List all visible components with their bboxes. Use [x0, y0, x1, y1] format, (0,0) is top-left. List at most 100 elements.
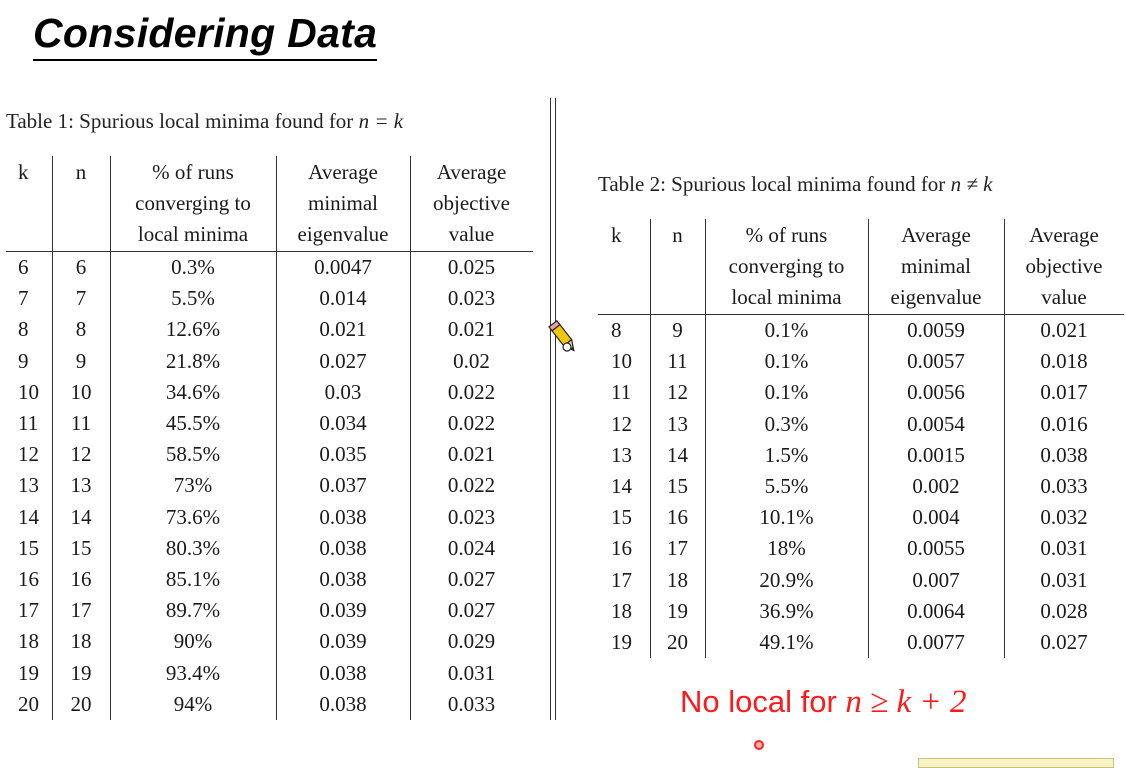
cell-eigenvalue: 0.038 [276, 501, 411, 533]
cell-n: 18 [52, 626, 111, 658]
header-line: value [1041, 285, 1087, 309]
cell-n: 18 [650, 564, 706, 596]
table-row: 20 20 94% 0.038 0.033 [6, 688, 533, 721]
cell-objective: 0.022 [447, 473, 496, 498]
slide-title: Considering Data [33, 10, 378, 61]
cell-eigenvalue: 0.039 [276, 626, 411, 658]
cell-k: 13 [598, 439, 651, 472]
table-row: 12 13 0.3% 0.0054 0.016 [598, 408, 1124, 440]
cell-k: 16 [6, 564, 53, 596]
cell-eigenvalue: 0.038 [276, 657, 411, 689]
cell-percent: 1.5% [705, 439, 869, 472]
table-row: 17 18 20.9% 0.007 0.031 [598, 564, 1124, 596]
cell-percent: 90% [110, 626, 277, 658]
header-k: k [598, 219, 651, 315]
cell-eigenvalue: 0.027 [276, 345, 411, 377]
cell-eigenvalue: 0.007 [868, 564, 1005, 596]
cell-percent: 73.6% [110, 501, 277, 533]
table-row: 16 16 85.1% 0.038 0.027 [6, 564, 533, 596]
cell-k: 10 [598, 346, 651, 378]
cell-objective: 0.031 [1040, 567, 1088, 592]
header-line: eigenvalue [890, 285, 982, 309]
cell-k: 15 [6, 532, 53, 565]
header-n: n [52, 156, 111, 252]
header-line: Average [436, 160, 507, 184]
table1-header-row: k n % of runs converging to local minima… [6, 156, 533, 252]
cell-objective: 0.024 [447, 535, 496, 560]
cell-percent: 21.8% [110, 345, 277, 377]
cell-eigenvalue: 0.034 [276, 408, 411, 440]
table-row: 19 20 49.1% 0.0077 0.027 [598, 627, 1124, 659]
cell-percent: 93.4% [110, 657, 277, 689]
header-percent-runs: % of runs converging to local minima [110, 156, 277, 252]
table2-caption-text: Table 2: Spurious local minima found for [598, 172, 946, 196]
cell-objective: 0.018 [1040, 349, 1088, 374]
cell-k: 18 [6, 626, 53, 658]
cell-k: 17 [598, 564, 651, 596]
cell-objective: 0.021 [447, 442, 496, 467]
cell-percent: 0.1% [705, 377, 869, 409]
cell-objective: 0.027 [1040, 630, 1088, 655]
cell-n: 13 [52, 470, 111, 502]
table1-caption: Table 1: Spurious local minima found for… [6, 109, 403, 134]
pencil-icon [548, 320, 575, 352]
cell-percent: 85.1% [110, 564, 277, 596]
header-line: % of runs [152, 160, 234, 184]
cell-eigenvalue: 0.037 [276, 470, 411, 502]
cell-percent: 12.6% [110, 314, 277, 346]
table1-caption-math: n = k [358, 109, 404, 133]
cell-percent: 49.1% [705, 627, 869, 659]
cell-n: 7 [52, 283, 111, 315]
table2-caption-math: n ≠ k [950, 172, 993, 196]
table-row: 9 9 21.8% 0.027 0.02 [6, 345, 533, 377]
cell-objective: 0.023 [447, 286, 496, 311]
cell-k: 12 [6, 439, 53, 471]
cell-percent: 0.1% [705, 346, 869, 378]
cell-objective: 0.033 [447, 691, 496, 716]
cell-percent: 94% [110, 688, 277, 721]
cell-percent: 5.5% [110, 283, 277, 315]
table-row: 15 16 10.1% 0.004 0.032 [598, 502, 1124, 534]
cell-percent: 18% [705, 533, 869, 565]
cell-objective: 0.025 [447, 255, 496, 279]
cell-eigenvalue: 0.0015 [868, 439, 1005, 472]
cell-percent: 80.3% [110, 532, 277, 565]
cell-n: 10 [52, 376, 111, 409]
header-line: Average [308, 160, 378, 184]
table1: k n % of runs converging to local minima… [6, 156, 533, 721]
cell-n: 14 [650, 439, 706, 472]
table2: k n % of runs converging to local minima… [598, 219, 1124, 659]
header-line: value [448, 222, 495, 246]
cell-k: 14 [6, 501, 53, 533]
cell-k: 10 [6, 376, 53, 409]
cell-n: 19 [650, 595, 706, 628]
cell-k: 9 [6, 345, 53, 377]
table-row: 17 17 89.7% 0.039 0.027 [6, 595, 533, 627]
cell-eigenvalue: 0.0047 [276, 251, 411, 284]
cell-k: 16 [598, 533, 651, 565]
cell-percent: 45.5% [110, 408, 277, 440]
header-line: Average [901, 223, 971, 247]
cell-eigenvalue: 0.0064 [868, 595, 1005, 628]
cell-objective: 0.016 [1040, 411, 1088, 436]
cell-k: 11 [6, 408, 53, 440]
cell-percent: 0.1% [705, 314, 869, 347]
header-n: n [650, 219, 706, 315]
cell-percent: 89.7% [110, 595, 277, 627]
cell-eigenvalue: 0.03 [276, 376, 411, 409]
cell-n: 16 [650, 502, 706, 534]
cell-k: 20 [6, 688, 53, 721]
cell-objective: 0.02 [453, 348, 490, 373]
cell-eigenvalue: 0.0054 [868, 408, 1005, 440]
cell-n: 6 [52, 251, 111, 284]
cell-n: 15 [650, 471, 706, 503]
cell-objective: 0.022 [447, 379, 496, 404]
cell-objective: 0.017 [1040, 380, 1088, 405]
cell-n: 13 [650, 408, 706, 440]
cell-percent: 73% [110, 470, 277, 502]
header-line: objective [433, 191, 510, 215]
cell-k: 8 [598, 314, 651, 347]
cell-n: 14 [52, 501, 111, 533]
cell-n: 15 [52, 532, 111, 565]
cell-objective: 0.031 [1040, 536, 1088, 561]
